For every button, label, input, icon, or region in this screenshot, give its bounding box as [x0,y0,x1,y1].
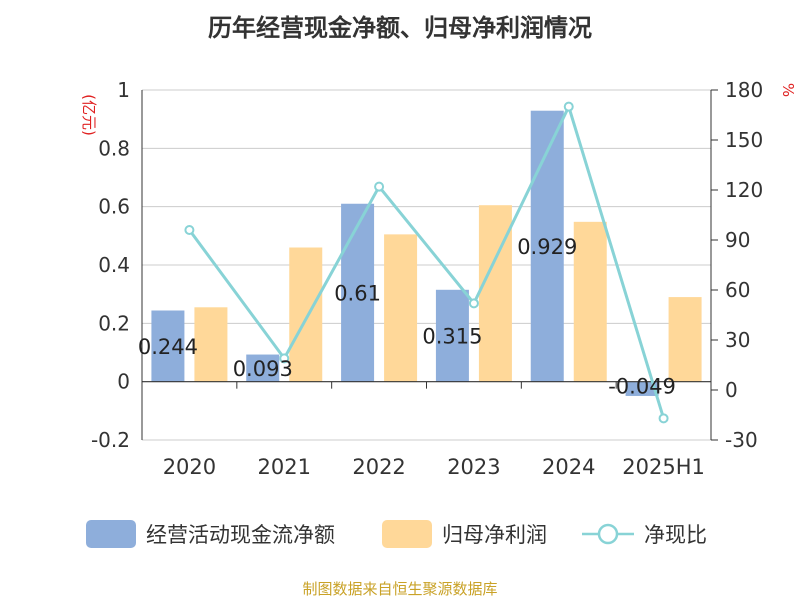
legend-label-cash-flow: 经营活动现金流净额 [146,523,335,547]
legend-swatch-cash-flow [86,520,136,548]
data-label-cash-flow: 0.244 [138,335,198,359]
bar-cash-flow [341,203,375,382]
data-label-cash-flow: 0.929 [517,235,577,259]
legend-item-cash-flow[interactable]: 经营活动现金流净额 [86,516,335,552]
legend: 经营活动现金流净额 归母净利润 净现比 [0,516,800,552]
data-label-cash-flow: 0.315 [422,325,482,349]
y-left-tick-label: 0.6 [98,195,130,219]
bar-net-profit [194,307,228,382]
y-left-axis-title: (亿元) [80,94,98,136]
chart-title: 历年经营现金净额、归母净利润情况 [208,14,592,42]
y-left-tick-label: 0.8 [98,136,130,160]
bar-cash-flow [435,289,469,382]
data-label-cash-flow: -0.049 [608,375,676,399]
data-label-cash-flow: 0.61 [334,282,381,306]
ratio-point [184,225,195,235]
y-left-tick-label: -0.2 [91,428,130,452]
bar-net-profit [384,234,418,382]
y-left-tick-label: 0 [117,370,130,394]
y-right-tick-label: -30 [725,428,758,452]
bar-cash-flow [625,381,659,396]
y-right-tick-label: 60 [725,278,750,302]
bar-net-profit [573,221,607,382]
data-label-cash-flow: 0.093 [233,357,293,381]
bar-net-profit [289,247,323,382]
data-labels: 0.244 0.093 0.61 0.315 0.929 -0.049 [138,235,676,398]
x-tick-label: 2025H1 [622,455,705,479]
y-right-tick-label: 0 [725,378,738,402]
ratio-point [279,353,290,364]
bar-cash-flow [246,354,280,382]
x-tick-label: 2024 [542,455,595,479]
legend-label-ratio: 净现比 [644,523,707,547]
y-left-tick-label: 1 [117,78,130,102]
axes: -0.2 0 0.2 0.4 0.6 0.8 1 -30 0 30 60 90 120 150 180 (亿元… [80,78,797,479]
legend-item-ratio[interactable]: 净现比 [582,516,707,552]
bar-net-profit [668,297,702,382]
ratio-point [468,298,479,309]
y-right-tick-label: 30 [725,328,750,352]
x-tick-label: 2023 [447,455,500,479]
y-right-tick-label: 90 [725,228,750,252]
legend-swatch-ratio [582,523,634,545]
y-right-tick-label: 120 [725,178,763,202]
bars [151,110,702,396]
ratio-line-path [188,102,666,419]
legend-item-net-profit[interactable]: 归母净利润 [382,516,547,552]
bar-cash-flow [530,110,564,382]
legend-label-net-profit: 归母净利润 [442,523,547,547]
x-tick-label: 2021 [258,455,311,479]
ratio-point [374,181,385,192]
legend-swatch-net-profit [382,520,432,548]
bar-cash-flow [151,310,185,382]
y-left-tick-label: 0.4 [98,253,130,277]
x-tick-label: 2022 [352,455,405,479]
y-right-tick-label: 150 [725,128,763,152]
grid-lines [142,89,711,441]
ratio-point [563,101,574,112]
y-left-tick-label: 0.2 [98,311,130,335]
source-note: 制图数据来自恒生聚源数据库 [302,580,498,598]
ratio-line [184,101,669,424]
ratio-point [658,413,669,424]
y-right-axis-title: % [779,83,797,97]
x-tick-label: 2020 [163,455,216,479]
y-right-tick-label: 180 [725,78,763,102]
